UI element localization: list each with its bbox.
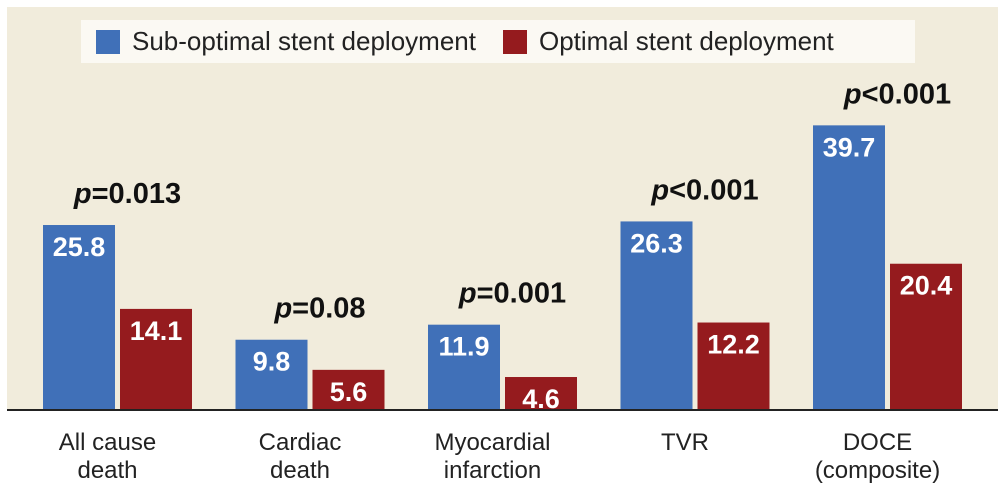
category-label: death [77, 457, 137, 484]
bar-optimal [697, 322, 770, 410]
data-label: 39.7 [823, 132, 876, 162]
category-label: infarction [444, 457, 541, 484]
p-value-label: p=0.013 [73, 178, 181, 210]
data-label: 20.4 [900, 271, 953, 301]
legend-swatch [96, 29, 120, 54]
p-value-label: p=0.001 [458, 278, 566, 310]
data-label: 12.2 [707, 330, 760, 360]
data-label: 11.9 [438, 332, 489, 362]
legend-label: Sub-optimal stent deployment [132, 26, 476, 56]
data-label: 9.8 [253, 347, 291, 377]
category-label: DOCE [843, 429, 912, 456]
bar-suboptimal [620, 221, 693, 410]
data-label: 5.6 [330, 377, 368, 407]
category-label: (composite) [815, 457, 940, 484]
data-label: 26.3 [630, 228, 683, 258]
p-value-label: p<0.001 [843, 78, 951, 110]
bar-suboptimal [428, 324, 500, 410]
bar-optimal [890, 263, 962, 410]
category-label: TVR [661, 429, 709, 456]
category-label: death [270, 457, 330, 484]
bar-suboptimal [43, 225, 115, 410]
legend: Sub-optimal stent deployment Optimal ste… [81, 20, 915, 63]
data-label: 25.8 [53, 232, 106, 262]
legend-item-optimal: Optimal stent deployment [488, 26, 834, 57]
bar-optimal [120, 308, 192, 410]
data-label: 14.1 [130, 316, 183, 346]
bar-optimal [312, 369, 385, 410]
p-value-label: p<0.001 [650, 174, 758, 206]
category-label: Myocardial [434, 429, 550, 456]
legend-swatch [502, 29, 527, 54]
category-label: All cause [59, 429, 156, 456]
legend-label: Optimal stent deployment [538, 26, 834, 56]
bar-suboptimal [235, 339, 308, 410]
category-label: Cardiac [259, 429, 342, 456]
legend-item-suboptimal: Sub-optimal stent deployment [81, 26, 476, 57]
bar-suboptimal [813, 125, 885, 410]
p-value-label: p=0.08 [273, 293, 365, 325]
bar-optimal [505, 377, 577, 410]
